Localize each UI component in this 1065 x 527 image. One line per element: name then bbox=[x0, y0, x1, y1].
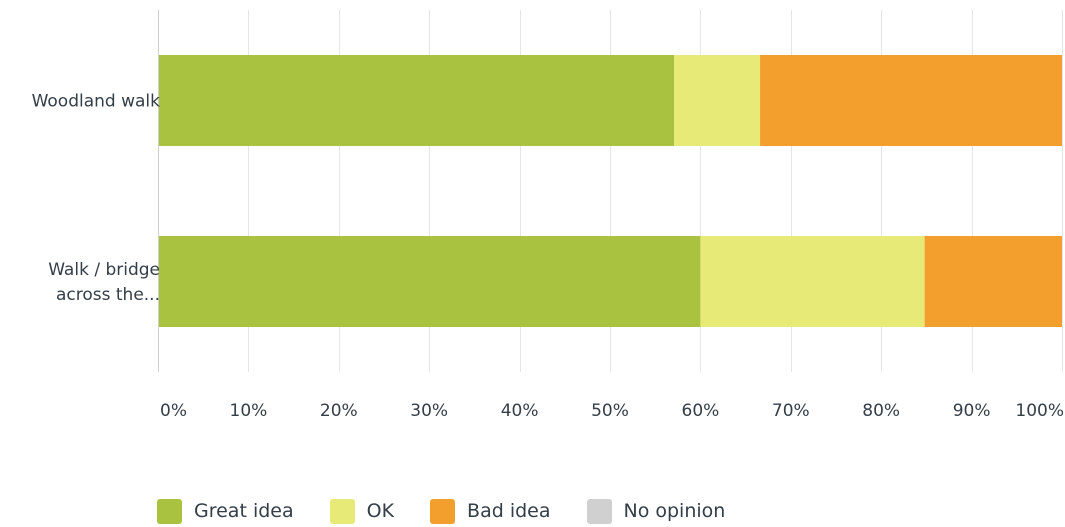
category-label-2: Walk / bridge across the... bbox=[48, 260, 160, 305]
legend-item-no-opinion: No opinion bbox=[586, 498, 726, 524]
bar-segments bbox=[158, 55, 1062, 327]
x-tick-label: 60% bbox=[682, 401, 720, 421]
x-tick-label: 80% bbox=[862, 401, 900, 421]
category-labels: Woodland walk Walk / bridge across the... bbox=[32, 91, 161, 305]
x-tick-label: 100% bbox=[1015, 401, 1064, 421]
legend-label-ok: OK bbox=[366, 500, 395, 522]
x-tick-labels: 0% 10% 20% 30% 40% 50% 60% 70% 80% 90% 100% bbox=[160, 401, 1064, 421]
legend-swatch-no-opinion bbox=[586, 498, 612, 524]
legend-label-no-opinion: No opinion bbox=[623, 500, 726, 522]
legend: Great idea OK Bad idea No opinion bbox=[157, 497, 761, 525]
legend-swatch-great-idea bbox=[157, 498, 182, 524]
category-label-line: Walk / bridge bbox=[48, 260, 160, 280]
x-tick-label: 70% bbox=[772, 401, 810, 421]
x-tick-label: 10% bbox=[230, 401, 268, 421]
legend-item-ok: OK bbox=[329, 498, 395, 524]
bar-segment-bad-idea-2[interactable] bbox=[924, 236, 1062, 327]
bar-segment-bad-idea-1[interactable] bbox=[760, 55, 1062, 146]
legend-swatch-bad-idea bbox=[430, 498, 456, 524]
bar-segment-ok-2[interactable] bbox=[700, 236, 925, 327]
x-tick-label: 0% bbox=[160, 401, 187, 421]
legend-item-great-idea: Great idea bbox=[157, 498, 294, 524]
x-tick-label: 20% bbox=[320, 401, 358, 421]
bar-segment-ok-1[interactable] bbox=[674, 55, 761, 146]
x-tick-label: 50% bbox=[591, 401, 629, 421]
legend-label-bad-idea: Bad idea bbox=[467, 500, 551, 522]
category-label-1: Woodland walk bbox=[32, 91, 161, 111]
legend-swatch-ok bbox=[329, 498, 355, 524]
x-tick-label: 90% bbox=[953, 401, 991, 421]
category-label-line: across the... bbox=[56, 285, 160, 305]
x-tick-label: 30% bbox=[410, 401, 448, 421]
category-label-line: Woodland walk bbox=[32, 91, 161, 111]
x-tick-label: 40% bbox=[501, 401, 539, 421]
bar-segment-great-idea-2[interactable] bbox=[158, 236, 701, 327]
legend-label-great-idea: Great idea bbox=[194, 500, 294, 522]
legend-item-bad-idea: Bad idea bbox=[430, 498, 551, 524]
bar-segment-great-idea-1[interactable] bbox=[158, 55, 675, 146]
